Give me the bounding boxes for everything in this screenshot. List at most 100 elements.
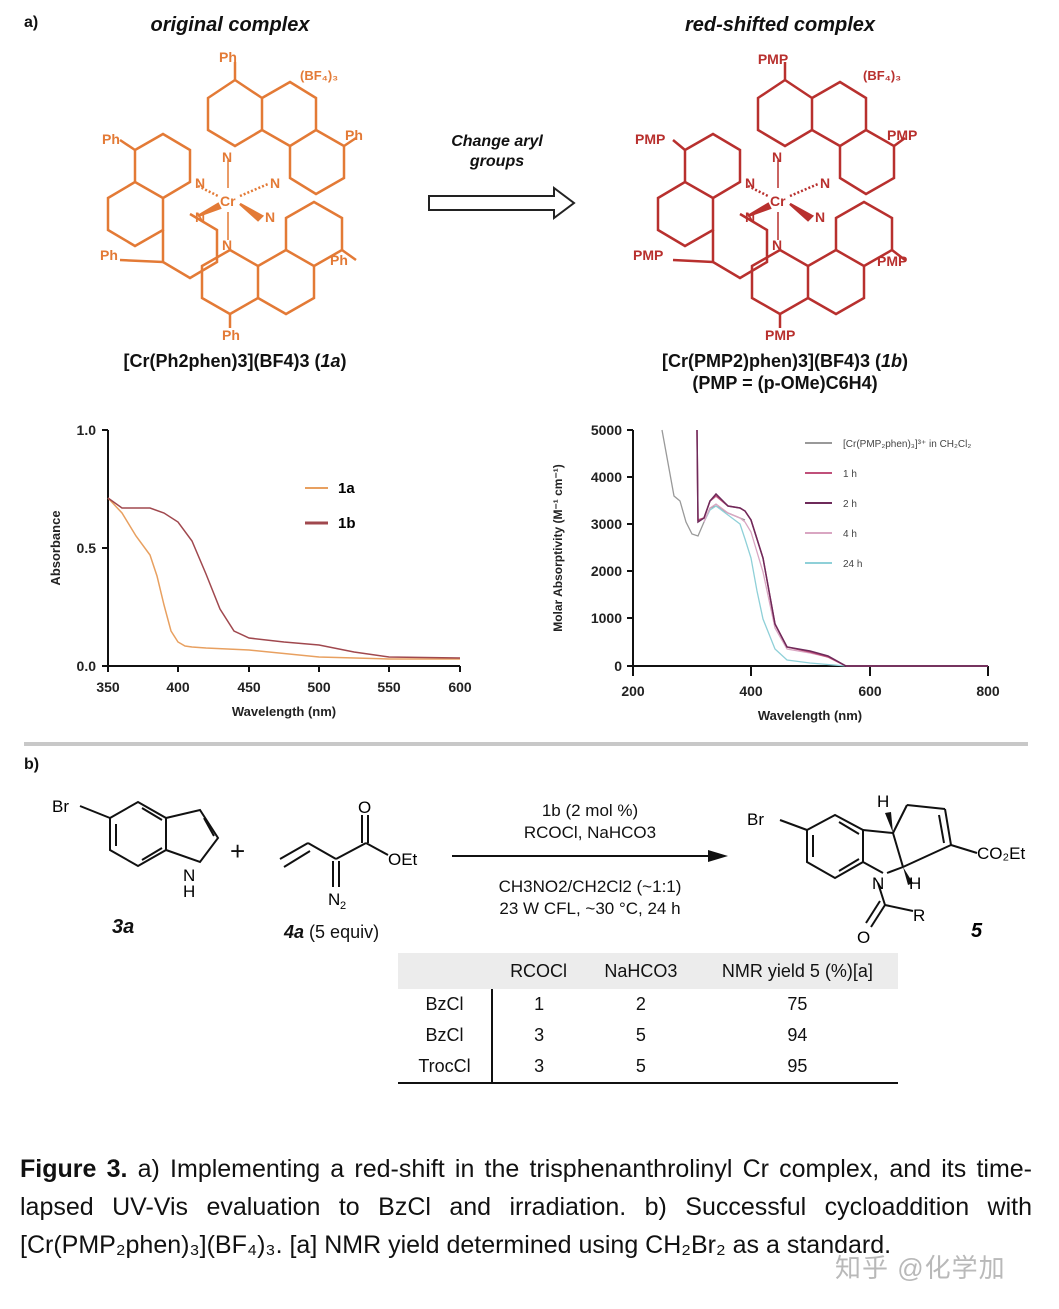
svg-text:OEt: OEt: [388, 850, 418, 869]
svg-text:N: N: [772, 149, 782, 165]
series-2h-line: [696, 429, 988, 667]
complex-1a-structure: Ph (BF₄)₃ Ph Ph Ph Ph Ph N N N N N N Cr: [100, 50, 363, 343]
cell-reagent: TrocCl: [398, 1051, 493, 1082]
reactant-3a-id: 3a: [112, 916, 135, 938]
svg-text:O: O: [857, 928, 870, 947]
svg-text:0.5: 0.5: [77, 540, 97, 556]
svg-text:N: N: [270, 175, 280, 191]
series-1a-line: [107, 497, 460, 660]
svg-text:[Cr(PMP₂phen)₃]³⁺ in CH₂Cl₂: [Cr(PMP₂phen)₃]³⁺ in CH₂Cl₂: [843, 439, 971, 450]
red-shifted-complex-title: red-shifted complex: [684, 14, 876, 36]
reactant-4a-id: 4a: [284, 922, 305, 942]
figure-label: Figure 3.: [20, 1155, 128, 1183]
cell-nahco3: 2: [635, 994, 646, 1014]
svg-text:Wavelength (nm): Wavelength (nm): [758, 708, 862, 723]
svg-text:5000: 5000: [591, 422, 622, 438]
original-complex-title: original complex: [150, 14, 310, 36]
cell-yield: 94: [787, 1025, 808, 1045]
header-reagent: [398, 953, 492, 989]
reagents: RCOCl, NaHCO3: [523, 823, 657, 842]
svg-text:0: 0: [614, 658, 622, 674]
complex-1a-formula: [Cr(Ph2phen)3](BF4)3: [123, 351, 310, 371]
ph-label: Ph: [219, 50, 237, 65]
svg-text:PMP: PMP: [633, 247, 663, 263]
absorbance-chart: 1.0 0.5 0.0 350 400 450 500 550 600 Wave…: [48, 422, 472, 719]
svg-text:Ph: Ph: [222, 327, 240, 343]
svg-text:N: N: [872, 874, 884, 893]
svg-text:600: 600: [448, 679, 472, 695]
svg-text:N: N: [183, 866, 195, 885]
svg-text:N: N: [328, 890, 340, 909]
svg-text:N: N: [745, 175, 755, 191]
hollow-arrow-icon: [428, 186, 576, 220]
header-nmr-yield: NMR yield 5 (%)[a]: [696, 953, 898, 989]
svg-text:Br: Br: [52, 797, 69, 816]
svg-text:H: H: [909, 874, 921, 893]
svg-text:500: 500: [307, 679, 331, 695]
cr-atom-label: Cr: [220, 193, 236, 209]
cell-yield: 95: [787, 1056, 808, 1076]
yield-table: RCOCl NaHCO3 NMR yield 5 (%)[a] BzCl 1 2…: [398, 953, 898, 1082]
svg-text:450: 450: [237, 679, 261, 695]
panel-b-label: b): [24, 756, 40, 773]
header-nahco3: NaHCO3: [585, 953, 697, 989]
svg-text:1 h: 1 h: [843, 469, 857, 480]
svg-text:(BF₄)₃: (BF₄)₃: [863, 68, 901, 83]
svg-text:N: N: [222, 237, 232, 253]
svg-text:3000: 3000: [591, 516, 622, 532]
svg-text:N: N: [195, 209, 205, 225]
cell-rcocl: 3: [534, 1025, 545, 1045]
svg-text:400: 400: [166, 679, 190, 695]
y-axis-label: Absorbance: [48, 510, 63, 585]
reactant-4a-equiv: (5 equiv): [309, 922, 380, 942]
reactant-3a-structure: Br N H: [52, 797, 220, 901]
svg-text:Ph: Ph: [100, 247, 118, 263]
svg-text:O: O: [358, 798, 371, 817]
svg-text:350: 350: [96, 679, 120, 695]
svg-text:800: 800: [976, 683, 1000, 699]
complex-1b-structure: PMP (BF₄)₃ PMP PMP PMP PMP PMP N N N N N…: [633, 51, 917, 343]
cell-rcocl: 1: [534, 994, 545, 1014]
svg-text:N: N: [820, 175, 830, 191]
caption-text: a) Implementing a red-shift in the trisp…: [20, 1155, 1033, 1259]
table-row: TrocCl 3 5 95: [398, 1051, 898, 1082]
svg-text:Ph: Ph: [345, 127, 363, 143]
svg-text:N: N: [222, 149, 232, 165]
phenanthroline-ligands-icon: [106, 62, 357, 328]
svg-text:Ph: Ph: [330, 252, 348, 268]
cell-yield: 75: [787, 994, 808, 1014]
svg-text:200: 200: [621, 683, 645, 699]
phenanthroline-ligands-icon: [656, 62, 906, 328]
svg-text:Cr: Cr: [770, 193, 786, 209]
svg-text:550: 550: [377, 679, 401, 695]
table-row: BzCl 1 2 75: [398, 989, 898, 1020]
svg-text:2: 2: [340, 900, 346, 912]
solvent: CH3NO2/CH2Cl2 (~1:1): [498, 877, 682, 896]
svg-text:H: H: [877, 792, 889, 811]
svg-text:600: 600: [858, 683, 882, 699]
series-reference-line: [661, 429, 746, 537]
reaction-arrow-icon: [452, 850, 728, 862]
svg-text:N: N: [265, 209, 275, 225]
change-aryl-label: Change aryl groups: [432, 132, 562, 172]
svg-text:PMP: PMP: [877, 253, 907, 269]
svg-text:N: N: [195, 175, 205, 191]
cell-reagent: BzCl: [398, 989, 493, 1020]
svg-text:H: H: [183, 882, 195, 901]
svg-text:1000: 1000: [591, 610, 622, 626]
svg-text:PMP: PMP: [758, 51, 788, 67]
svg-text:400: 400: [739, 683, 763, 699]
yield-table-container: RCOCl NaHCO3 NMR yield 5 (%)[a] BzCl 1 2…: [398, 953, 898, 1084]
svg-text:N: N: [815, 209, 825, 225]
conditions-below: CH3NO2/CH2Cl2 (~1:1) 23 W CFL, ~30 °C, 2…: [450, 876, 730, 920]
complex-1b-id: 1b: [881, 351, 903, 371]
svg-text:CO₂Et: CO₂Et: [977, 844, 1025, 863]
svg-text:R: R: [913, 906, 925, 925]
cell-rcocl: 3: [534, 1056, 545, 1076]
series-1b-line: [107, 497, 461, 659]
svg-text:24 h: 24 h: [843, 559, 862, 570]
cell-nahco3: 5: [635, 1056, 646, 1076]
pmp-definition: (PMP = (p-OMe)C6H4): [692, 373, 878, 393]
cell-nahco3: 5: [635, 1025, 646, 1045]
